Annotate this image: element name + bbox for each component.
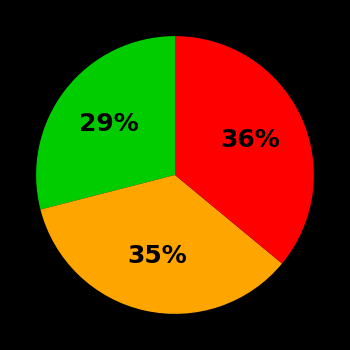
Wedge shape (175, 36, 314, 264)
Wedge shape (41, 175, 282, 314)
Text: 35%: 35% (127, 244, 187, 268)
Text: 29%: 29% (79, 112, 139, 136)
Wedge shape (36, 36, 175, 210)
Text: 36%: 36% (220, 127, 280, 152)
